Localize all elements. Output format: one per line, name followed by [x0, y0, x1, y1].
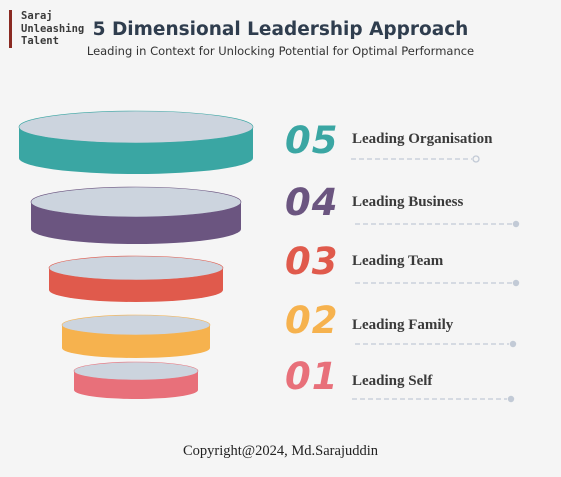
level-row-leading-family: 02 Leading Family — [285, 299, 517, 348]
level-row-leading-business: 04 Leading Business — [285, 181, 520, 228]
level-rule-end-dot — [512, 220, 520, 228]
funnel-disc-top — [18, 110, 254, 144]
brand-line-1: Saraj — [21, 10, 53, 22]
level-number: 05 — [285, 119, 339, 162]
level-label: Leading Self — [352, 373, 433, 389]
levels-list: 05 Leading Organisation 04 Leading Business… — [285, 119, 520, 403]
level-row-leading-self: 01 Leading Self — [285, 355, 515, 403]
level-rule-end-dot — [512, 279, 520, 287]
level-rule-end-dot — [472, 155, 480, 163]
funnel-disc-leading-business — [30, 186, 242, 244]
funnel-disc-top — [73, 361, 199, 381]
level-label: Leading Business — [352, 194, 463, 210]
funnel-layer — [18, 110, 254, 399]
brand-line-3: Talent — [21, 35, 59, 47]
funnel-disc-leading-family — [61, 314, 211, 358]
funnel-disc-leading-organisation — [18, 110, 254, 174]
level-rule-end-dot — [507, 395, 515, 403]
funnel-disc-top — [30, 186, 242, 218]
level-number: 02 — [285, 299, 339, 342]
level-number: 01 — [285, 355, 339, 398]
page-subtitle: Leading in Context for Unlocking Potenti… — [86, 44, 475, 58]
page-title: 5 Dimensional Leadership Approach — [92, 19, 469, 40]
brand-logo: Saraj Unleashing Talent — [9, 10, 84, 48]
funnel-disc-leading-self — [73, 361, 199, 399]
level-row-leading-team: 03 Leading Team — [285, 240, 520, 287]
level-row-leading-organisation: 05 Leading Organisation — [285, 119, 493, 163]
level-number: 03 — [285, 240, 339, 283]
level-label: Leading Organisation — [352, 131, 493, 147]
level-label: Leading Family — [352, 317, 454, 333]
level-label: Leading Team — [352, 253, 444, 269]
brand-line-2: Unleashing — [21, 22, 85, 35]
funnel-disc-top — [48, 255, 224, 281]
funnel-disc-leading-team — [48, 255, 224, 302]
funnel-disc-top — [61, 314, 211, 336]
level-number: 04 — [285, 181, 339, 224]
level-rule-end-dot — [509, 340, 517, 348]
copyright-text: Copyright@2024, Md.Sarajuddin — [183, 443, 378, 459]
